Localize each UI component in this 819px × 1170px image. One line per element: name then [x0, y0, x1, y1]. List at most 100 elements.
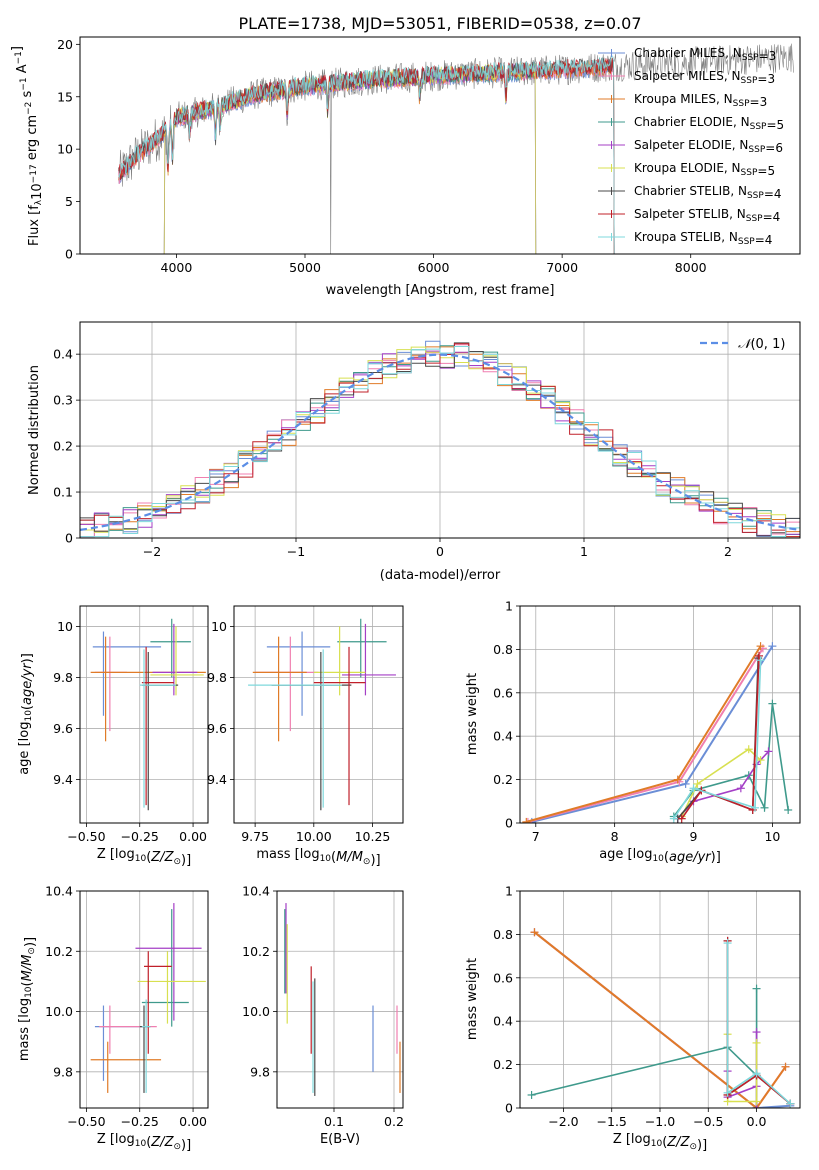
x-tick-label: −0.50	[67, 829, 105, 844]
x-axis-label: E(B-V)	[320, 1132, 360, 1147]
y-tick-label: 10.0	[45, 1004, 73, 1019]
mass-vs-metallicity-panel: −0.50 −0.25 0.00 9.8 10.0 10.2 10.4 Z [log10(Z/…	[17, 884, 209, 1153]
y-tick-label: 0.4	[53, 347, 73, 362]
y-tick-label: 10	[57, 142, 73, 157]
y-tick-label: 9.8	[53, 670, 73, 685]
x-tick-label: 0.00	[179, 829, 207, 844]
x-tick-label: 9	[690, 829, 698, 844]
axes-frame	[79, 321, 801, 539]
plot-area	[118, 43, 794, 254]
y-tick-label: 0.6	[493, 685, 513, 700]
legend-entry-label: Salpeter ELODIE, NSSP=6	[634, 138, 783, 155]
x-tick-label: 6000	[418, 260, 450, 275]
x-tick-label: 10	[764, 829, 780, 844]
residuals-legend: 𝒩(0, 1)	[700, 337, 785, 352]
y-axis-label: Flux [fλ10−17 erg cm−2 s−1 A−1]	[10, 46, 45, 246]
errorbar-point-8	[313, 646, 366, 806]
errorbar-point-4	[150, 618, 191, 678]
x-tick-label: 0.00	[179, 1114, 207, 1129]
weight-marker	[781, 1062, 790, 1071]
x-tick-label: −2	[143, 544, 161, 559]
y-tick-label: 0.2	[53, 439, 73, 454]
weight-marker	[752, 1038, 761, 1047]
y-tick-label: 10	[211, 619, 227, 634]
weight-line	[533, 931, 787, 1108]
age-vs-mass-panel: 9.75 10.00 10.25 9.4 9.6 9.8 10 mass [log10(M/M…	[207, 605, 404, 868]
plot-area	[80, 606, 208, 823]
x-tick-label: 5000	[289, 260, 321, 275]
legend-entry-label: Salpeter STELIB, NSSP=4	[634, 207, 780, 224]
errorbar-point-6	[137, 951, 206, 1024]
weight-marker	[681, 779, 690, 788]
x-tick-label: 1	[580, 544, 588, 559]
spectrum-model-line-9	[118, 55, 617, 254]
weight-marker	[784, 805, 793, 814]
weight-marker	[744, 745, 753, 754]
weight-marker	[752, 1069, 761, 1078]
errorbar-point-6	[150, 626, 204, 696]
y-tick-label: 0.4	[493, 1014, 513, 1029]
x-tick-label: 9.75	[241, 829, 269, 844]
x-tick-label: 2	[724, 544, 732, 559]
mass-vs-extinction-panel: 0.1 0.2 9.8 10.0 10.2 10.4 E(B-V)	[242, 884, 404, 1148]
x-axis-label: age [log10(age/yr)]	[599, 847, 721, 865]
y-tick-label: 9.6	[53, 721, 73, 736]
plot-area	[520, 606, 800, 823]
errorbar-point-9	[141, 999, 151, 1093]
errorbar-point-6	[313, 626, 366, 696]
y-tick-label: 0	[505, 816, 513, 831]
y-axis-label: mass weight	[465, 958, 480, 1040]
y-tick-label: 9.4	[207, 772, 227, 787]
y-axis-label: Normed distribution	[27, 365, 42, 495]
errorbar-point-1	[266, 631, 331, 716]
weight-marker	[756, 756, 765, 765]
weight-marker	[677, 814, 686, 823]
spectrum-data-line	[118, 43, 794, 254]
weight-marker	[689, 784, 698, 793]
weight-marker	[530, 928, 539, 937]
histogram-step-9	[80, 346, 800, 538]
axes-frame	[79, 605, 209, 824]
spectrum-panel: 4000 5000 6000 7000 8000 0 5 10 15 20 Chabrier MIL…	[10, 36, 801, 298]
spectrum-legend: Chabrier MILES, NSSP=3 Salpeter MILES, NS…	[598, 46, 784, 247]
y-tick-label: 0	[65, 247, 73, 262]
y-tick-label: 0.8	[493, 642, 513, 657]
y-tick-label: 0	[505, 1101, 513, 1116]
normal-curve	[80, 353, 800, 531]
x-tick-label: −0.50	[67, 1114, 105, 1129]
errorbar-point-1	[92, 631, 162, 716]
x-axis-label: wavelength [Angstrom, rest frame]	[326, 283, 555, 298]
residuals-panel: −2 −1 0 1 2 0 0.1 0.2 0.3 0.4 𝒩(0, 1) (data-model)/…	[27, 321, 801, 583]
x-tick-label: −1.5	[597, 1114, 627, 1129]
age-vs-metallicity-panel: −0.50 −0.25 0.00 9.4 9.6 9.8 10 Z [log10(Z/Z⊙)]…	[17, 605, 209, 868]
legend-entry-label: Kroupa ELODIE, NSSP=5	[634, 161, 775, 178]
y-axis-label: mass weight	[465, 673, 480, 755]
histogram-step-8	[80, 343, 800, 538]
weight-marker	[527, 1090, 536, 1099]
x-tick-label: 0	[436, 544, 444, 559]
y-tick-label: 10.0	[242, 1004, 270, 1019]
legend-entry-label: Salpeter MILES, NSSP=3	[634, 69, 775, 86]
weight-line	[673, 660, 762, 820]
y-tick-label: 10.2	[242, 944, 270, 959]
errorbar-point-4	[141, 909, 189, 1027]
x-tick-label: 7000	[546, 260, 578, 275]
weight-marker	[768, 642, 777, 651]
x-tick-label: 10.25	[355, 829, 391, 844]
plot-area	[80, 891, 208, 1108]
x-tick-label: 0.2	[384, 1114, 404, 1129]
x-axis-label: (data-model)/error	[380, 568, 501, 583]
legend-entry-label: Chabrier ELODIE, NSSP=5	[634, 115, 784, 132]
x-tick-label: 0.0	[747, 1114, 767, 1129]
plot-area	[520, 891, 800, 1108]
weight-series-9	[723, 939, 795, 1108]
y-tick-label: 10.4	[242, 884, 270, 899]
y-tick-label: 9.8	[207, 670, 227, 685]
x-tick-label: 0.1	[324, 1114, 344, 1129]
weight-line	[681, 655, 760, 820]
axes-frame	[79, 890, 209, 1109]
y-tick-label: 9.6	[207, 721, 227, 736]
weight-marker	[764, 747, 773, 756]
errorbar-point-5	[341, 623, 396, 696]
errorbar-point-5	[152, 623, 198, 696]
